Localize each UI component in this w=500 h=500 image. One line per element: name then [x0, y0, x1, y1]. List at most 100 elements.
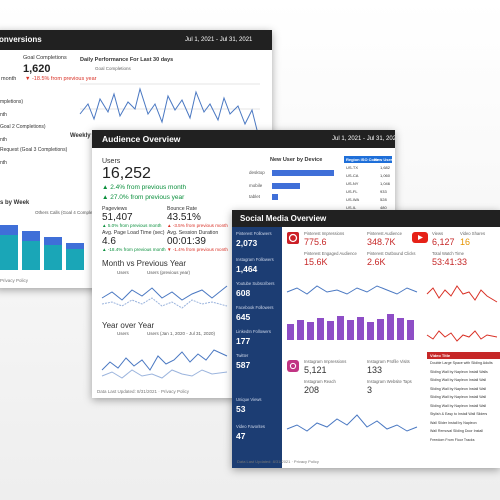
- metric-label: Avg. Session Duration: [167, 230, 219, 236]
- sidebar-value: 587: [236, 360, 251, 370]
- table-cell: Wall Removal Sliding Door Install: [430, 429, 483, 433]
- metric-value: 2.6K: [367, 257, 386, 267]
- footer: Data Last Updated: 8/31/2021 · Privacy P…: [237, 459, 319, 464]
- metric-label: Avg. Page Load Time (sec): [102, 230, 165, 236]
- sidebar-label: Unique Views: [236, 397, 262, 402]
- metric-value: 16: [460, 237, 471, 247]
- legend: Others Calls (Goal 4 Completions): [35, 210, 104, 215]
- table-cell: US-NY: [346, 181, 359, 186]
- metric-label: Views: [432, 231, 444, 236]
- change: ▼ -1.4% from previous month: [167, 247, 228, 252]
- metric-value: 53:41:33: [432, 257, 468, 267]
- table-cell: Sliding Wall by Napleon Install Walls: [430, 369, 488, 374]
- metric-label: Video Shares: [460, 231, 486, 236]
- device-label: desktop: [249, 170, 265, 175]
- table-cell: Freedom From Floor Tracks: [430, 437, 475, 442]
- pinterest-icon: [287, 232, 299, 244]
- metric-value: 00:01:39: [167, 236, 206, 247]
- side-label: mpletions): [0, 99, 24, 105]
- sidebar-value: 1,464: [236, 264, 258, 274]
- sidebar-label: Youtube Subscribers: [236, 281, 275, 286]
- sidebar-value: 177: [236, 336, 251, 346]
- text: month: [1, 76, 17, 82]
- chart-title: Year over Year: [102, 321, 155, 330]
- metric-value: 133: [367, 365, 383, 375]
- line-chart: [286, 285, 418, 295]
- side-label: Goal 2 Completions): [0, 124, 46, 130]
- metric-value: 43.51%: [167, 212, 201, 223]
- line-chart: [101, 285, 228, 309]
- line-chart: [426, 285, 498, 303]
- legend: Users (Jan 1, 2020 - Jul 31, 2020): [147, 331, 216, 336]
- metric-label: Pinterest Outbound Clicks: [367, 251, 416, 256]
- sidebar-value: 53: [236, 404, 246, 414]
- table-cell: 1,060: [380, 173, 391, 178]
- metric-label: Instagram Impressions: [304, 359, 347, 364]
- metric-value: 15.6K: [304, 257, 328, 267]
- title: onversions: [0, 35, 42, 44]
- table-header-bar: [427, 352, 500, 359]
- sidebar-label: Facebook Followers: [236, 305, 274, 310]
- social-card: Social Media Overview Pinterest Followers…: [232, 210, 500, 468]
- metric-label: Instagram Reach: [304, 379, 336, 384]
- date: Jul 1, 2021 - Jul 31, 2021: [185, 37, 253, 43]
- side-label: nth: [0, 160, 7, 166]
- metric-label: Pinterest Impressions: [304, 231, 345, 236]
- change: ▲ 5.0% from previous month: [102, 223, 162, 228]
- metric-label: Instagram Website Taps: [367, 379, 412, 384]
- change: ▲ -18.4% from previous month: [102, 247, 166, 252]
- change: ▲ 2.4% from previous month: [102, 184, 187, 191]
- legend: Users: [117, 270, 129, 275]
- table-cell: US-IL: [346, 205, 357, 210]
- metric-label: Pinterest Audience: [367, 231, 402, 236]
- section-title: Weekly: [70, 133, 91, 139]
- bar-chart: [272, 170, 334, 200]
- chart-title: Month vs Previous Year: [102, 259, 187, 268]
- table-cell: US-CA: [346, 173, 359, 178]
- sidebar-value: 47: [236, 431, 246, 441]
- table-header-bar: [344, 156, 392, 163]
- table-cell: Sliding Wall by Napleon Install Wall: [430, 378, 487, 382]
- table-cell: 480: [380, 205, 387, 210]
- title: Audience Overview: [102, 134, 181, 144]
- device-label: tablet: [249, 194, 261, 199]
- sidebar-label: Twitter: [236, 353, 249, 358]
- header-bar: [92, 130, 395, 148]
- table-cell: Sliding Wall by Napleon Install Wall: [430, 386, 487, 391]
- table-cell: 1,046: [380, 181, 391, 186]
- metric-label: Users: [102, 158, 121, 165]
- change: ▲ -3.5% from previous month: [167, 223, 228, 228]
- metric-value: 208: [304, 385, 320, 395]
- legend: Users: [117, 331, 129, 336]
- legend: Users (previous year): [147, 270, 191, 275]
- line-chart: [101, 349, 228, 379]
- metric-label: Pageviews: [102, 206, 128, 212]
- instagram-icon: [287, 360, 299, 372]
- metric-label: Pinterest Engaged Audience: [304, 251, 357, 256]
- table-cell: Sliding Wall by Napleon Install Wall: [430, 403, 487, 408]
- metric-value: 16,252: [102, 165, 151, 182]
- table-header: New Users: [374, 156, 395, 162]
- footer: Privacy Policy: [0, 278, 29, 283]
- chart-title: New User by Device: [270, 157, 323, 163]
- side-label: Request (Goal 3 Completions): [0, 147, 68, 153]
- sidebar: [232, 227, 282, 468]
- table-cell: US-FL: [346, 189, 358, 194]
- side-label: nth: [0, 112, 7, 118]
- table-cell: 933: [380, 189, 387, 194]
- metric-value: 4.6: [102, 236, 116, 247]
- metric-value: 51,407: [102, 212, 133, 223]
- line-chart: [426, 330, 498, 342]
- metric-label: Total Watch Time: [432, 251, 464, 256]
- metric-value: 6,127: [432, 237, 455, 247]
- device-label: mobile: [249, 183, 263, 188]
- table-cell: 1,682: [380, 165, 391, 170]
- metric-value: 3: [367, 385, 373, 395]
- side-label: nth: [0, 137, 7, 143]
- sidebar-value: 608: [236, 288, 251, 298]
- metric-label: Bounce Rate: [167, 206, 197, 212]
- legend: Goal Completions: [95, 66, 131, 71]
- table-cell: Wall Slider Install by Napleon: [430, 420, 477, 425]
- metric-label: Instagram Profile Visits: [367, 359, 410, 364]
